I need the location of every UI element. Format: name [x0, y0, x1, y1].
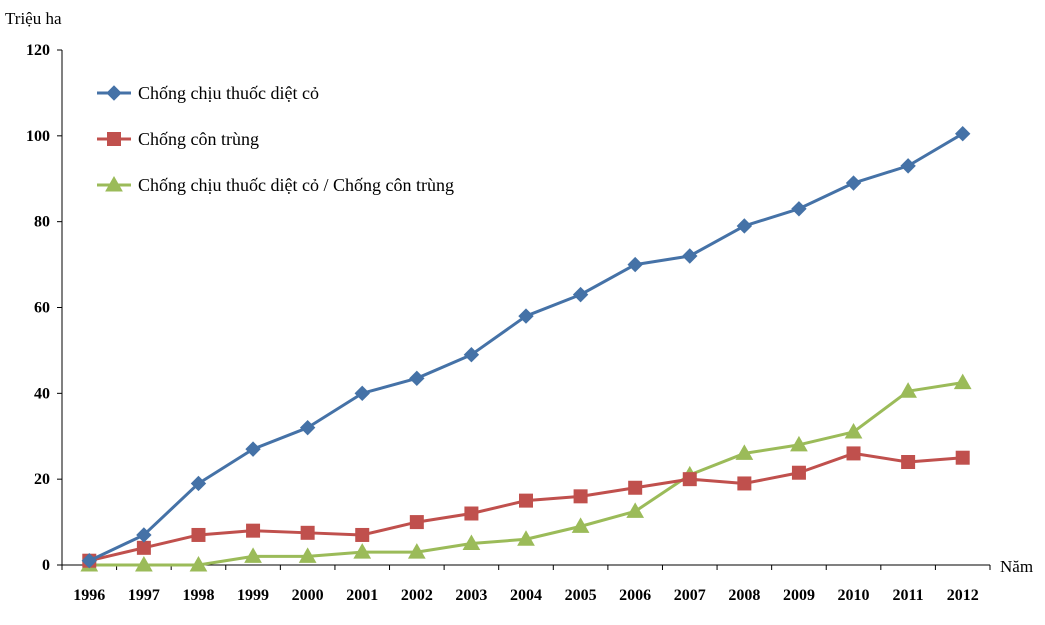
y-tick-label: 120 [26, 42, 50, 59]
data-point [298, 547, 317, 563]
data-point [299, 419, 316, 436]
legend: Chống chịu thuốc diệt cỏ Chống côn trùng C… [97, 83, 454, 195]
data-point [682, 472, 697, 487]
x-tick-label: 2000 [292, 587, 324, 604]
data-point [245, 441, 261, 457]
data-point [409, 515, 424, 530]
data-point [464, 506, 479, 521]
data-point [353, 543, 372, 559]
x-tick-label: 1996 [73, 587, 105, 604]
data-point [955, 450, 970, 465]
x-tick-label: 2008 [728, 587, 760, 604]
data-point [954, 125, 971, 142]
x-tick-label: 2002 [401, 587, 433, 604]
y-tick-label: 100 [26, 128, 50, 145]
data-point [519, 493, 533, 508]
x-tick-label: 2001 [346, 587, 378, 604]
x-tick-label: 2010 [838, 587, 870, 604]
series-3 [80, 373, 972, 572]
x-tick-label: 2009 [783, 587, 815, 604]
data-point [791, 201, 807, 217]
x-tick-label: 1999 [237, 587, 269, 604]
data-point [517, 530, 535, 546]
data-point [189, 555, 208, 572]
series-1 [81, 125, 971, 569]
data-point [571, 517, 590, 533]
y-tick-label: 20 [34, 471, 50, 488]
data-point [136, 540, 151, 555]
data-point [682, 248, 698, 264]
data-point [572, 286, 589, 303]
data-point [626, 502, 645, 518]
data-point [81, 553, 98, 569]
data-point [845, 175, 862, 191]
data-point [190, 475, 207, 492]
legend-marker [105, 175, 123, 192]
legend-marker [107, 132, 121, 146]
x-tick-label: 2006 [619, 587, 651, 604]
y-tick-label: 40 [34, 385, 50, 402]
y-axis-label: Triệu ha [5, 9, 62, 28]
data-point [735, 444, 754, 460]
x-axis-label: Năm [1000, 557, 1033, 576]
legend-marker [106, 85, 122, 101]
data-point [135, 555, 153, 572]
x-tick-label: 1997 [128, 587, 160, 604]
data-point [846, 446, 861, 461]
data-point [791, 465, 806, 480]
data-point [518, 308, 534, 324]
data-point [953, 373, 972, 390]
x-tick-label: 2012 [947, 587, 979, 604]
data-point [136, 527, 152, 543]
x-tick-label: 2007 [674, 587, 706, 604]
data-point [573, 489, 588, 504]
x-tick-label: 2005 [565, 587, 597, 604]
x-ticks: 1996 1997 1998 1999 2000 2001 2002 2003 2004 2005… [61, 565, 991, 604]
data-point [407, 543, 426, 559]
data-point [844, 422, 863, 439]
data-point [899, 382, 917, 398]
data-point [736, 218, 753, 234]
y-ticks: 0 20 40 60 80 100 120 [26, 42, 62, 574]
data-point [463, 347, 480, 363]
series-2 [82, 446, 970, 568]
legend-label: Chống chịu thuốc diệt cỏ / Chống côn trù… [138, 175, 454, 195]
x-tick-label: 1998 [182, 587, 214, 604]
data-point [355, 527, 370, 542]
data-point [901, 455, 916, 469]
data-point [246, 523, 261, 538]
y-tick-label: 60 [34, 300, 50, 317]
data-point [790, 435, 808, 452]
data-point [354, 385, 370, 402]
legend-item: Chống chịu thuốc diệt cỏ [97, 83, 319, 103]
x-tick-label: 2003 [455, 587, 487, 604]
data-point [409, 370, 425, 387]
series-layer [80, 125, 972, 572]
data-point [300, 525, 315, 540]
legend-item: Chống côn trùng [97, 129, 259, 149]
x-tick-label: 2004 [510, 587, 542, 604]
data-point [900, 158, 916, 174]
data-point [628, 480, 643, 495]
x-tick-label: 2011 [893, 587, 924, 604]
data-point [627, 256, 643, 273]
legend-label: Chống chịu thuốc diệt cỏ [138, 83, 319, 103]
y-tick-label: 0 [42, 557, 50, 574]
legend-label: Chống côn trùng [138, 129, 259, 149]
legend-item: Chống chịu thuốc diệt cỏ / Chống côn trù… [97, 175, 454, 195]
data-point [191, 527, 206, 542]
data-point [737, 476, 752, 491]
data-point [244, 547, 262, 563]
y-tick-label: 80 [34, 214, 50, 231]
data-point [462, 534, 481, 551]
